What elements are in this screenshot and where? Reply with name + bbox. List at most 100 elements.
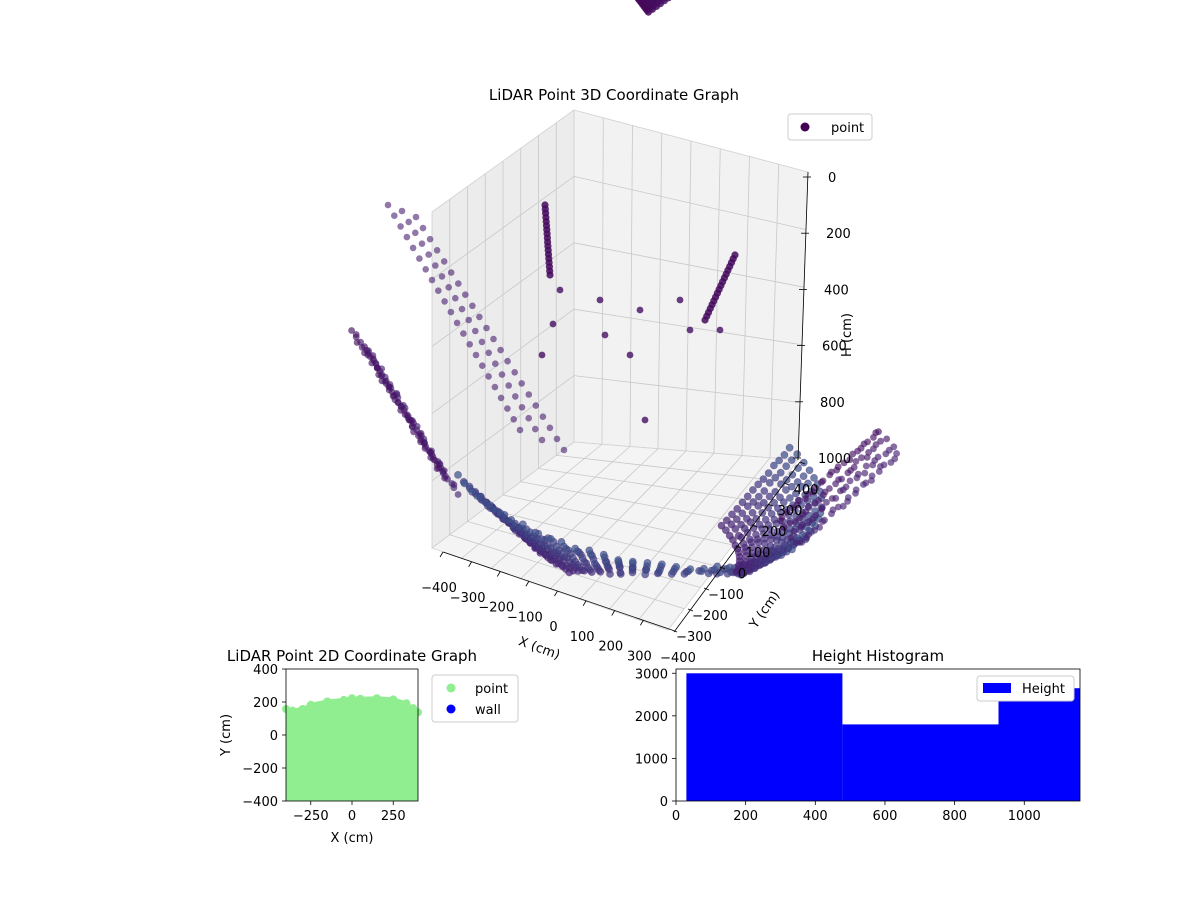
point-3d [643, 559, 652, 567]
point-3d [844, 497, 851, 505]
point-3d [785, 443, 794, 452]
point-3d [789, 504, 796, 512]
point-3d [518, 404, 526, 411]
y-tick-mark [767, 503, 774, 507]
y-tick-label-2d: 200 [253, 696, 278, 711]
point-3d [793, 450, 802, 458]
point-3d [433, 247, 441, 254]
point-3d [749, 486, 757, 494]
grid-line [601, 117, 604, 445]
point-3d [491, 383, 499, 391]
point-3d [770, 461, 778, 470]
ticks-2d: −250 0 250 −400 −200 0 200 400 [242, 663, 405, 824]
point-3d [658, 560, 666, 569]
point-3d [802, 495, 809, 503]
point-3d [476, 492, 485, 501]
point-3d [760, 498, 768, 507]
point-3d [804, 479, 812, 488]
chart-3d-title: LiDAR Point 3D Coordinate Graph [489, 86, 739, 104]
point-3d [868, 477, 875, 484]
legend-2d: point wall [431, 674, 519, 723]
x-tick-label-hist: 800 [942, 809, 967, 824]
legend-2d-marker-wall [446, 704, 456, 714]
point-3d [472, 327, 479, 335]
legend-2d-label-wall: wall [475, 703, 501, 718]
grid-line [638, 457, 771, 621]
point-3d [787, 456, 796, 464]
point-3d [738, 509, 747, 518]
point-3d [496, 509, 505, 517]
point-2d [298, 705, 307, 713]
x-tick-mark [525, 581, 530, 587]
point-3d [793, 539, 800, 547]
point-3d [826, 471, 834, 479]
x-tick-label: −200 [478, 601, 514, 616]
plot-frame-hist [675, 668, 1081, 802]
point-3d [786, 494, 794, 502]
point-3d [701, 316, 709, 324]
z-tick-label: 400 [824, 283, 849, 298]
point-3d [748, 508, 757, 517]
point-3d [810, 488, 818, 496]
grid-line [573, 242, 805, 288]
legend-2d-label-point: point [475, 682, 508, 697]
ticks-hist: 0 200 400 600 800 1000 0 1000 2000 3000 [635, 667, 1041, 824]
point-3d [743, 502, 752, 511]
point-3d [401, 411, 409, 418]
y-tick-label: −100 [708, 588, 744, 603]
x-tick-label: 300 [627, 649, 652, 664]
point-3d [893, 450, 900, 457]
point-3d [544, 534, 552, 542]
point-3d [799, 458, 808, 467]
point-3d [733, 504, 742, 513]
chart-2d-title: LiDAR Point 2D Coordinate Graph [227, 647, 477, 665]
point-2d [348, 694, 356, 703]
legend-2d-marker-point [446, 683, 456, 693]
point-3d [797, 523, 805, 531]
z-tick-label: 800 [820, 396, 845, 411]
histogram-title: Height Histogram [812, 647, 944, 665]
point-3d [737, 520, 745, 529]
point-3d [511, 369, 518, 376]
point-3d [538, 351, 546, 359]
point-3d [599, 550, 608, 559]
point-3d [596, 296, 604, 304]
point-3d [819, 518, 826, 525]
point-3d [777, 517, 784, 524]
point-3d [398, 207, 406, 215]
point-3d [771, 473, 780, 482]
point-3d [846, 456, 854, 464]
grid-line [629, 125, 633, 447]
point-3d [532, 402, 540, 409]
point-3d [476, 313, 483, 321]
point-3d [738, 498, 747, 507]
grid-line [431, 375, 575, 482]
point-3d [728, 510, 736, 519]
point-3d [732, 515, 741, 524]
point-3d [852, 490, 859, 497]
point-3d [818, 505, 826, 513]
point-3d [366, 353, 374, 360]
point-3d [452, 294, 459, 302]
point-3d [641, 416, 649, 424]
point-3d [428, 276, 436, 284]
grid-line [431, 176, 575, 280]
point-3d [887, 459, 895, 466]
point-3d [749, 498, 758, 506]
point-3d [504, 405, 511, 412]
point-2d [402, 699, 411, 708]
y-tick-label: −400 [660, 651, 696, 666]
x-tick-mark [439, 551, 444, 558]
point-3d [882, 450, 890, 458]
point-3d [853, 474, 861, 482]
point-3d [686, 326, 694, 334]
legend-hist-patch [983, 683, 1011, 693]
y-tick-label: 0 [738, 567, 746, 582]
point-3d [818, 478, 825, 486]
point-3d [419, 224, 427, 232]
point-3d [378, 377, 386, 385]
grid-line [741, 156, 750, 456]
point-3d [833, 466, 841, 474]
point-3d [546, 424, 554, 432]
